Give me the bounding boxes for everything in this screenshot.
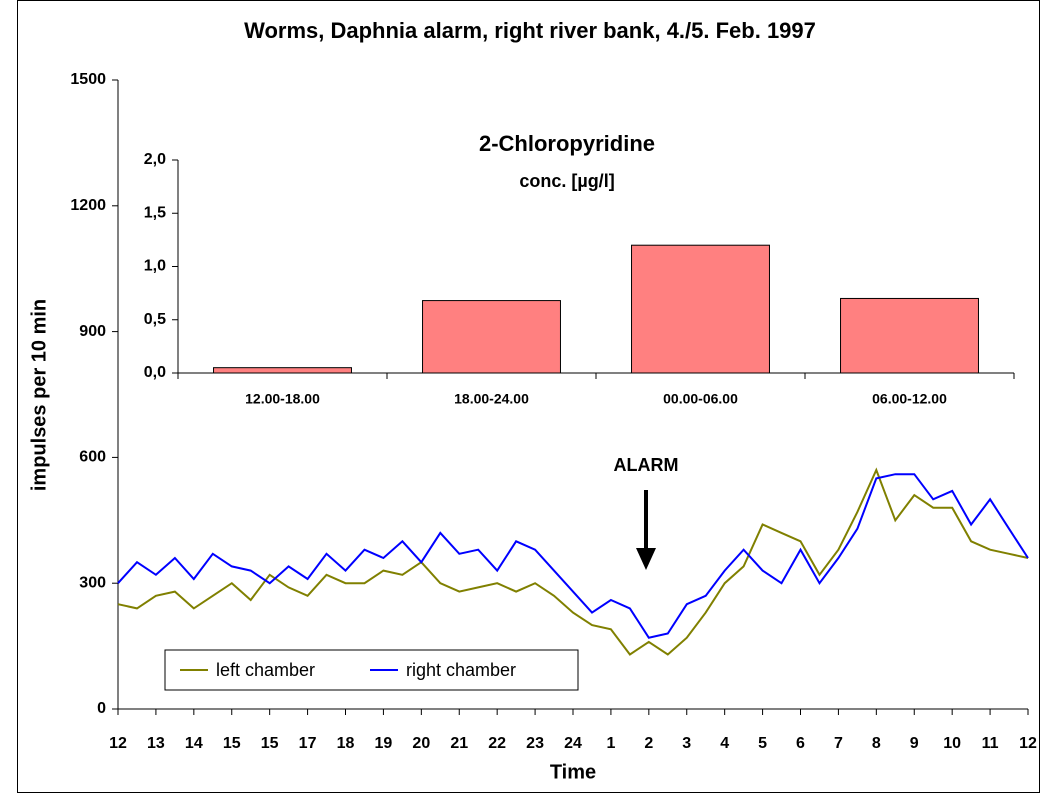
x-tick-label: 23: [526, 735, 544, 752]
x-tick-label: 14: [185, 735, 203, 752]
legend-label: left chamber: [216, 660, 315, 680]
inset-y-tick-label: 1,0: [144, 258, 166, 275]
inset-x-tick-label: 06.00-12.00: [872, 391, 947, 407]
y-tick-label: 600: [79, 449, 106, 466]
x-tick-label: 12: [1019, 735, 1037, 752]
x-tick-label: 5: [758, 735, 767, 752]
x-tick-label: 15: [223, 735, 241, 752]
line-series: [117, 473, 1029, 639]
x-axis-label: Time: [550, 761, 596, 783]
x-tick-label: 20: [412, 735, 430, 752]
x-tick-label: 18: [337, 735, 355, 752]
inset-title: 2-Chloropyridine: [479, 131, 655, 156]
x-tick-label: 6: [796, 735, 805, 752]
inset-y-tick-label: 0,0: [144, 364, 166, 381]
inset-y-tick-label: 2,0: [144, 151, 166, 168]
x-tick-label: 21: [450, 735, 468, 752]
x-tick-label: 13: [147, 735, 165, 752]
legend-label: right chamber: [406, 660, 516, 680]
y-axis-label: impulses per 10 min: [28, 299, 50, 491]
bar: [213, 367, 352, 374]
line-series: [117, 467, 1029, 656]
x-tick-label: 3: [682, 735, 691, 752]
inset-y-tick-label: 1,5: [144, 204, 166, 221]
x-tick-label: 24: [564, 735, 582, 752]
x-tick-label: 9: [910, 735, 919, 752]
inset-subtitle: conc. [µg/l]: [519, 171, 614, 191]
inset-y-tick-label: 0,5: [144, 311, 166, 328]
chart-title: Worms, Daphnia alarm, right river bank, …: [244, 18, 816, 43]
x-tick-label: 4: [720, 735, 729, 752]
bar: [631, 244, 770, 374]
x-tick-label: 2: [644, 735, 653, 752]
y-tick-label: 1500: [70, 71, 106, 88]
x-tick-label: 8: [872, 735, 881, 752]
inset-x-tick-label: 18.00-24.00: [454, 391, 529, 407]
x-tick-label: 12: [109, 735, 127, 752]
x-tick-label: 10: [943, 735, 961, 752]
y-tick-label: 1200: [70, 197, 106, 214]
x-tick-label: 11: [982, 735, 999, 752]
x-tick-label: 7: [834, 735, 843, 752]
x-tick-label: 15: [261, 735, 279, 752]
bar: [840, 297, 979, 374]
x-tick-label: 1: [606, 735, 615, 752]
x-tick-label: 22: [488, 735, 506, 752]
annotation: ALARM: [614, 455, 679, 475]
arrow-head: [636, 548, 656, 570]
y-tick-label: 300: [79, 574, 106, 591]
x-tick-label: 19: [375, 735, 393, 752]
inset-x-tick-label: 12.00-18.00: [245, 391, 320, 407]
y-tick-label: 0: [97, 700, 106, 717]
bar: [422, 300, 561, 374]
y-tick-label: 900: [79, 323, 106, 340]
x-tick-label: 17: [299, 735, 317, 752]
inset-x-tick-label: 00.00-06.00: [663, 391, 738, 407]
